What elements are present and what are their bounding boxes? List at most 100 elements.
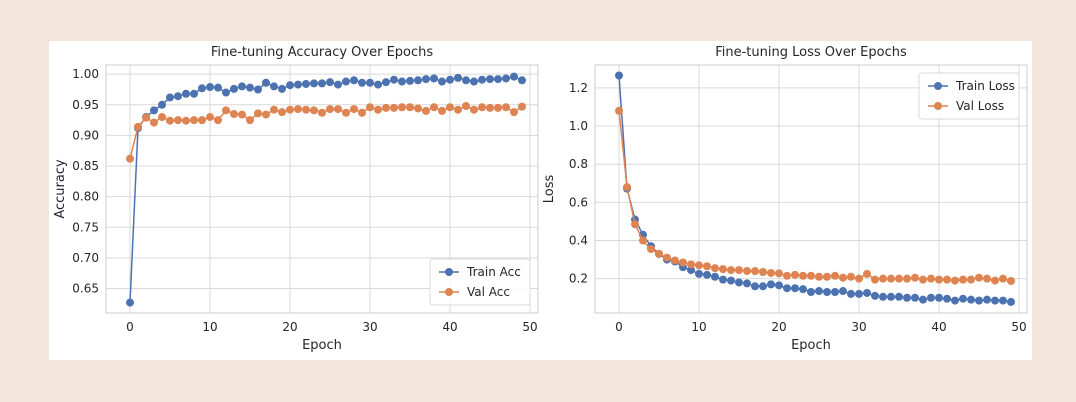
- data-point-train-loss: [735, 278, 743, 287]
- data-point-train-acc: [174, 92, 182, 101]
- data-point-val-loss: [863, 269, 871, 278]
- series-line-val-loss: [618, 110, 1012, 282]
- x-axis-label: Epoch: [791, 338, 831, 353]
- legend-label: Train Acc: [466, 265, 521, 279]
- data-point-val-acc: [494, 103, 502, 112]
- legend-marker: [445, 268, 453, 276]
- x-tick-label: 40: [442, 320, 457, 334]
- y-tick-label: 0.70: [72, 251, 99, 265]
- data-point-train-acc: [302, 79, 310, 88]
- data-point-val-acc: [438, 106, 446, 115]
- legend-box: [918, 72, 1020, 120]
- data-point-val-acc: [430, 103, 438, 112]
- data-point-train-acc: [430, 74, 438, 83]
- legend-label: Train Loss: [955, 79, 1015, 93]
- data-point-train-loss: [775, 281, 783, 290]
- data-point-val-loss: [775, 269, 783, 278]
- data-point-val-loss: [711, 264, 719, 273]
- data-point-val-loss: [807, 271, 815, 280]
- data-point-train-loss: [927, 293, 935, 302]
- data-point-train-acc: [366, 78, 374, 87]
- data-point-train-acc: [238, 82, 246, 91]
- data-point-val-loss: [663, 253, 671, 262]
- data-point-train-acc: [342, 77, 350, 86]
- x-axis-label: Epoch: [302, 338, 342, 353]
- data-point-train-acc: [390, 75, 398, 84]
- y-tick-label: 0.90: [72, 128, 99, 142]
- data-point-val-loss: [743, 267, 751, 276]
- data-point-train-acc: [286, 81, 294, 90]
- y-tick-label: 0.75: [72, 220, 99, 234]
- data-point-val-loss: [975, 273, 983, 282]
- data-point-val-acc: [302, 105, 310, 114]
- data-point-train-acc: [398, 77, 406, 86]
- data-point-train-acc: [486, 75, 494, 84]
- data-point-val-acc: [246, 116, 254, 125]
- data-point-val-acc: [150, 118, 158, 127]
- chart-title: Fine-tuning Accuracy Over Epochs: [211, 45, 434, 60]
- data-point-val-loss: [703, 262, 711, 271]
- data-point-val-acc: [222, 106, 230, 115]
- data-point-train-loss: [911, 293, 919, 302]
- data-point-train-loss: [879, 292, 887, 301]
- data-point-train-acc: [374, 80, 382, 89]
- y-tick-label: 0.65: [72, 282, 99, 296]
- data-point-train-acc: [182, 89, 190, 98]
- data-point-val-acc: [206, 113, 214, 122]
- data-point-val-loss: [879, 274, 887, 283]
- data-point-val-acc: [382, 103, 390, 112]
- data-point-train-acc: [262, 78, 270, 87]
- data-point-val-acc: [462, 102, 470, 111]
- figure: 0 10 20 30 40 50 0.65 0.70 0.75 0.80 0.85 0.90 0.95 1…: [49, 41, 1032, 360]
- plot-frame: [105, 64, 539, 314]
- data-point-val-loss: [735, 266, 743, 275]
- data-point-val-acc: [198, 116, 206, 125]
- data-point-val-acc: [158, 113, 166, 122]
- y-tick-label: 0.80: [72, 190, 99, 204]
- data-point-val-acc: [374, 105, 382, 114]
- data-point-train-loss: [959, 294, 967, 303]
- y-tick-label: 0.4: [569, 234, 588, 248]
- data-point-train-acc: [478, 75, 486, 84]
- data-point-val-acc: [446, 103, 454, 112]
- data-point-val-loss: [959, 275, 967, 284]
- data-point-val-loss: [911, 273, 919, 282]
- data-point-train-loss: [839, 287, 847, 296]
- data-point-train-loss: [967, 295, 975, 304]
- data-point-train-loss: [935, 293, 943, 302]
- data-point-val-acc: [294, 105, 302, 114]
- data-point-val-acc: [358, 108, 366, 117]
- data-point-val-acc: [238, 110, 246, 119]
- x-tick-label: 30: [362, 320, 377, 334]
- data-point-val-acc: [270, 105, 278, 114]
- x-tick-label: 50: [1011, 320, 1026, 334]
- data-point-val-acc: [406, 103, 414, 112]
- data-point-val-loss: [943, 275, 951, 284]
- data-point-val-acc: [478, 103, 486, 112]
- data-point-val-acc: [398, 103, 406, 112]
- data-point-train-loss: [767, 280, 775, 289]
- data-point-val-acc: [342, 108, 350, 117]
- data-point-train-acc: [190, 89, 198, 98]
- data-point-val-loss: [847, 272, 855, 281]
- data-point-train-acc: [326, 78, 334, 87]
- data-point-train-loss: [831, 288, 839, 297]
- data-point-train-loss: [943, 294, 951, 303]
- y-axis-label: Loss: [542, 175, 557, 204]
- data-point-train-acc: [206, 83, 214, 92]
- legend-label: Val Loss: [956, 99, 1004, 113]
- y-tick-label: 1.0: [569, 119, 588, 133]
- data-point-train-loss: [871, 291, 879, 300]
- data-point-val-acc: [422, 106, 430, 115]
- data-point-train-loss: [791, 284, 799, 293]
- data-point-val-loss: [983, 274, 991, 283]
- data-point-val-loss: [783, 271, 791, 280]
- data-point-train-acc: [166, 93, 174, 102]
- data-point-train-acc: [198, 84, 206, 93]
- x-tick-label: 0: [126, 320, 134, 334]
- data-point-val-acc: [166, 116, 174, 125]
- data-point-val-loss: [815, 272, 823, 281]
- data-point-train-acc: [214, 83, 222, 92]
- data-point-val-loss: [919, 275, 927, 284]
- data-point-val-acc: [502, 103, 510, 112]
